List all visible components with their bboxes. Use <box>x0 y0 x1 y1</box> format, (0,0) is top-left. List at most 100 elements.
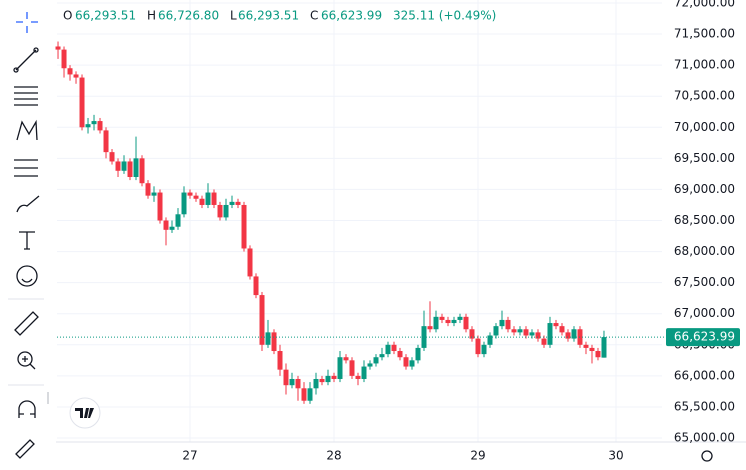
candle-body <box>73 74 79 78</box>
last-price-label: 66,623.99 <box>674 330 735 344</box>
crosshair-tool[interactable] <box>16 12 38 33</box>
y-tick-label: 69,500.00 <box>674 151 735 165</box>
grid <box>57 0 662 442</box>
candle-body <box>205 192 211 205</box>
candle-body <box>175 214 181 227</box>
candle-body <box>535 332 541 339</box>
candle-body <box>559 326 565 333</box>
candle-body <box>475 338 481 355</box>
candle-body <box>193 195 199 199</box>
candle-body <box>589 347 595 352</box>
candle-body <box>319 378 325 383</box>
candle-body <box>547 323 553 345</box>
x-tick-label: 29 <box>470 449 485 463</box>
candle-body <box>247 248 253 277</box>
legend-value: 66,623.99 <box>321 9 382 23</box>
candle-body <box>517 329 523 333</box>
candle-body <box>139 158 145 184</box>
magnet-tool[interactable] <box>18 400 36 418</box>
emoji-tool[interactable] <box>16 265 38 287</box>
candle-body <box>523 329 529 336</box>
text-tool[interactable] <box>19 231 35 250</box>
candle-body <box>133 158 139 177</box>
x-tick-label: 27 <box>182 449 197 463</box>
settings-icon[interactable] <box>701 450 713 462</box>
candle-body <box>97 121 103 131</box>
y-tick-label: 66,000.00 <box>674 368 735 382</box>
legend-value: 66,293.51 <box>238 9 299 23</box>
candle-body <box>529 332 535 336</box>
candle-body <box>463 316 469 330</box>
candle-body <box>127 161 133 177</box>
candle-body <box>469 329 475 339</box>
candle-body <box>409 360 415 367</box>
last-price-box <box>666 328 740 347</box>
candle-body <box>349 360 355 376</box>
candle-body <box>571 329 577 339</box>
candle-body <box>541 338 547 345</box>
legend-label: L <box>230 9 237 23</box>
y-tick-label: 67,500.00 <box>674 275 735 289</box>
y-tick-label: 65,500.00 <box>674 399 735 413</box>
candle-body <box>91 121 97 125</box>
ruler-tool[interactable] <box>14 311 39 336</box>
candle-body <box>241 204 247 249</box>
candle-body <box>283 369 289 386</box>
trendline-tool[interactable] <box>13 47 39 73</box>
brush-tool[interactable] <box>16 195 40 213</box>
candle-body <box>565 332 571 339</box>
candle-body <box>457 316 463 320</box>
candle-body <box>439 316 445 320</box>
candle-body <box>337 357 343 379</box>
candle-body <box>265 332 271 345</box>
y-tick-label: 68,000.00 <box>674 244 735 258</box>
candle-body <box>55 46 61 50</box>
candle-body <box>595 351 601 358</box>
candle-body <box>553 323 559 327</box>
candle-body <box>397 351 403 358</box>
candle-body <box>109 152 115 162</box>
candle-body <box>211 192 217 205</box>
legend-value: 66,726.80 <box>158 9 219 23</box>
candle-body <box>67 68 73 75</box>
candle-body <box>259 295 265 345</box>
y-tick-label: 71,500.00 <box>674 27 735 41</box>
candle-body <box>181 192 187 215</box>
candle-body <box>163 220 169 230</box>
zoom-tool[interactable] <box>17 351 36 370</box>
candle-body <box>481 344 487 355</box>
y-tick-label: 69,000.00 <box>674 182 735 196</box>
candle-body <box>343 357 349 361</box>
candle-body <box>115 161 121 171</box>
candle-body <box>499 319 505 327</box>
toolbar <box>8 12 49 459</box>
lines-tool[interactable] <box>14 86 38 106</box>
candle-body <box>433 316 439 330</box>
legend-label: C <box>310 9 318 23</box>
candle-body <box>583 344 589 348</box>
y-tick-label: 70,500.00 <box>674 89 735 103</box>
candle-body <box>391 344 397 352</box>
candle-body <box>199 198 205 205</box>
candle-body <box>325 375 331 383</box>
y-tick-label: 70,000.00 <box>674 120 735 134</box>
pattern-tool[interactable] <box>16 119 38 141</box>
candle-body <box>295 378 301 389</box>
fib-tool[interactable] <box>14 159 38 177</box>
lock-tool[interactable] <box>15 439 35 459</box>
legend-value: 66,293.51 <box>75 9 136 23</box>
tv-logo <box>69 397 101 429</box>
candle-body <box>331 375 337 379</box>
candle-body <box>493 326 499 336</box>
candle-body <box>445 319 451 324</box>
candle-body <box>121 161 127 171</box>
candle-body <box>373 357 379 364</box>
candle-body <box>379 354 385 358</box>
candle-body <box>355 375 361 379</box>
candle-body <box>511 329 517 333</box>
candle-body <box>313 378 319 389</box>
candle-body <box>505 319 511 330</box>
candle-body <box>157 192 163 221</box>
candle-body <box>103 130 109 153</box>
